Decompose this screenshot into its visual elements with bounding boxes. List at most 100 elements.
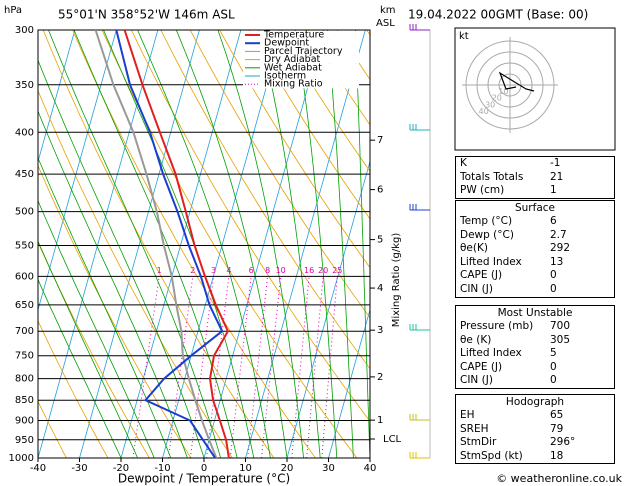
- table-row: Lifted Index 13: [456, 256, 614, 270]
- table-row: Temp (°C) 6: [456, 215, 614, 229]
- km-tick-label: 2: [377, 372, 383, 383]
- surface-table: Surface Temp (°C) 6 Dewp (°C) 2.7 θe(K) 292 Lif…: [455, 200, 615, 298]
- row-label: CAPE (J): [460, 360, 503, 373]
- legend-bg: [243, 47, 359, 56]
- y-tick-label: 1000: [9, 453, 34, 464]
- table-row: StmSpd (kt) 18: [456, 450, 614, 464]
- mixing-ratio-label: 3: [211, 266, 216, 275]
- x-label: Dewpoint / Temperature (°C): [118, 472, 290, 486]
- row-label: StmSpd (kt): [460, 449, 523, 462]
- isotherm: [203, 30, 325, 458]
- mixing-ratio-label: 10: [276, 266, 286, 275]
- isotherm: [286, 160, 370, 458]
- mixing-ratio-label: 6: [249, 266, 254, 275]
- y-tick-label: 550: [15, 240, 34, 251]
- mixing-ratio-line: [306, 276, 324, 458]
- dry-adiabat: [278, 30, 370, 173]
- isotherm: [245, 30, 366, 458]
- y-tick-label: 950: [15, 435, 34, 446]
- row-value: 21: [550, 170, 564, 183]
- legend-bg: [243, 31, 359, 40]
- isotherm: [38, 30, 117, 312]
- row-label: Lifted Index: [460, 255, 522, 268]
- mixing-ratio-label: 8: [265, 266, 270, 275]
- y2-label: Mixing Ratio (g/kg): [391, 233, 402, 328]
- legend-bg: [243, 72, 359, 81]
- row-value: 296°: [550, 436, 576, 449]
- wet-adiabat: [295, 30, 338, 458]
- row-value: 79: [550, 422, 564, 435]
- row-label: Dewp (°C): [460, 228, 514, 241]
- mixing-ratio-label: 16: [304, 266, 314, 275]
- row-label: SREH: [460, 422, 489, 435]
- y-tick-label: 450: [15, 169, 34, 180]
- hodo-ring-label: 40: [479, 107, 489, 116]
- isotherm: [79, 30, 200, 458]
- y-tick-label: 850: [15, 395, 34, 406]
- table-title: Surface: [514, 202, 555, 214]
- row-label: Temp (°C): [460, 215, 513, 227]
- chart-title: 55°01'N 358°52'W 146m ASL: [58, 8, 235, 22]
- table-title: Hodograph: [505, 396, 565, 408]
- y-tick-label: 600: [15, 271, 34, 282]
- mixing-ratio-label: 2: [190, 266, 195, 275]
- row-value: 0: [550, 360, 557, 373]
- row-label: StmDir: [460, 436, 497, 449]
- row-label: CAPE (J): [460, 269, 503, 282]
- legend-bg: [243, 55, 359, 64]
- table-row: θe (K) 305: [456, 334, 614, 348]
- dry-adiabat: [38, 89, 233, 458]
- asl-label: ASL: [376, 18, 395, 29]
- legend-label: Temperature: [263, 30, 324, 41]
- row-value: 18: [550, 449, 564, 462]
- x-tick-label: 20: [281, 463, 294, 474]
- copyright: © weatheronline.co.uk: [496, 472, 622, 485]
- row-label: θe(K): [460, 242, 488, 255]
- row-value: 0: [550, 374, 557, 387]
- mixing-ratio-line: [132, 276, 160, 458]
- km-tick-label: 3: [377, 325, 383, 336]
- y-tick-label: 750: [15, 351, 34, 362]
- mixing-ratio-line: [247, 276, 269, 458]
- row-label: K: [460, 157, 467, 169]
- legend-label: Wet Adiabat: [264, 62, 322, 73]
- row-label: Pressure (mb): [460, 320, 534, 332]
- row-value: 700: [550, 320, 571, 332]
- row-value: 2.7: [550, 228, 567, 241]
- isotherm: [38, 30, 159, 458]
- table-row: SREH 79: [456, 423, 614, 437]
- lcl-label: LCL: [383, 434, 402, 445]
- x-tick-label: -40: [30, 463, 46, 474]
- table-row: Pressure (mb) 700: [456, 320, 614, 334]
- hodo-ring-label: 20: [492, 94, 502, 103]
- wet-adiabat: [355, 30, 370, 458]
- table-row: θe(K) 292: [456, 242, 614, 256]
- row-label: Lifted Index: [460, 347, 522, 360]
- mixing-ratio-label: 25: [332, 266, 342, 275]
- dry-adiabat: [189, 30, 370, 319]
- x-tick-label: 40: [364, 463, 377, 474]
- y-tick-label: 700: [15, 326, 34, 337]
- table-title: Most Unstable: [497, 307, 573, 319]
- isotherm: [328, 308, 370, 458]
- indices-table: K -1 Totals Totals 21 PW (cm) 1: [455, 156, 615, 199]
- table-row: CAPE (J) 0: [456, 361, 614, 375]
- hodograph-frame: [454, 27, 616, 151]
- row-value: 305: [550, 333, 571, 346]
- table-row: CIN (J) 0: [456, 374, 614, 388]
- table-row: Totals Totals 21: [456, 171, 614, 185]
- legend-label: Mixing Ratio: [264, 79, 323, 90]
- y-tick-label: 500: [15, 207, 34, 218]
- mixing-ratio-line: [291, 276, 310, 458]
- legend-label: Dewpoint: [264, 38, 309, 49]
- table-row: PW (cm) 1: [456, 184, 614, 198]
- mixing-ratio-line: [206, 276, 230, 458]
- legend-bg: [243, 63, 359, 72]
- row-label: PW (cm): [460, 184, 505, 197]
- y-tick-label: 350: [15, 80, 34, 91]
- row-value: 13: [550, 255, 564, 268]
- table-row: Dewp (°C) 2.7: [456, 229, 614, 243]
- mixing-ratio-label: 4: [226, 266, 231, 275]
